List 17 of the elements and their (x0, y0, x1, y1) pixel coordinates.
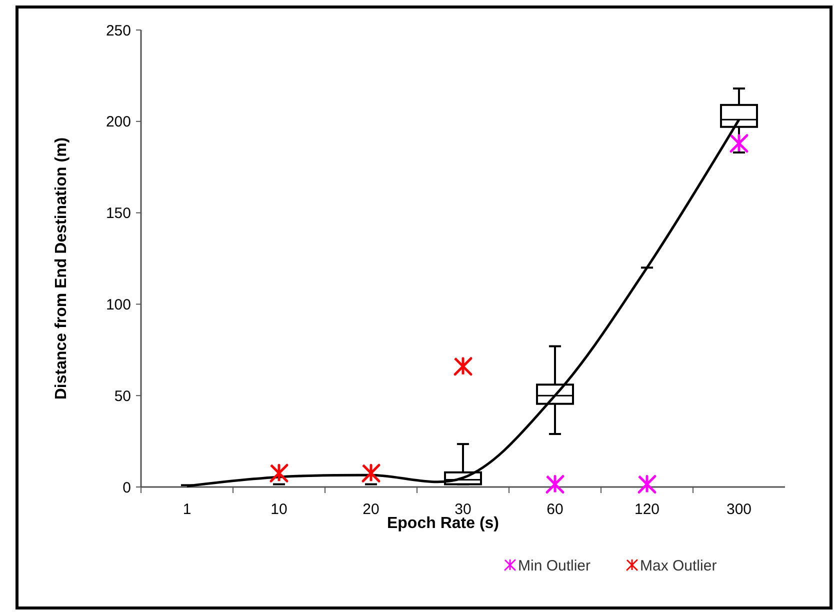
y-tick-label: 200 (106, 114, 131, 131)
x-tick-label: 60 (546, 501, 564, 518)
x-tick-label: 300 (726, 501, 752, 518)
x-axis-title: Epoch Rate (s) (386, 515, 500, 532)
legend-label: Max Outlier (640, 557, 717, 574)
y-axis-title: Distance from End Destination (m) (53, 137, 70, 400)
y-tick-label: 50 (114, 388, 131, 405)
y-tick-label: 250 (106, 22, 131, 40)
x-tick-label: 10 (270, 501, 288, 518)
y-tick-label: 0 (122, 479, 131, 496)
x-tick-label: 30 (454, 501, 472, 518)
x-tick-label: 20 (362, 501, 380, 518)
y-tick-label: 100 (106, 296, 131, 314)
x-tick-label: 120 (634, 501, 660, 518)
x-tick-label: 1 (182, 501, 192, 518)
y-tick-label: 150 (106, 205, 131, 222)
legend-label: Min Outlier (518, 557, 591, 574)
